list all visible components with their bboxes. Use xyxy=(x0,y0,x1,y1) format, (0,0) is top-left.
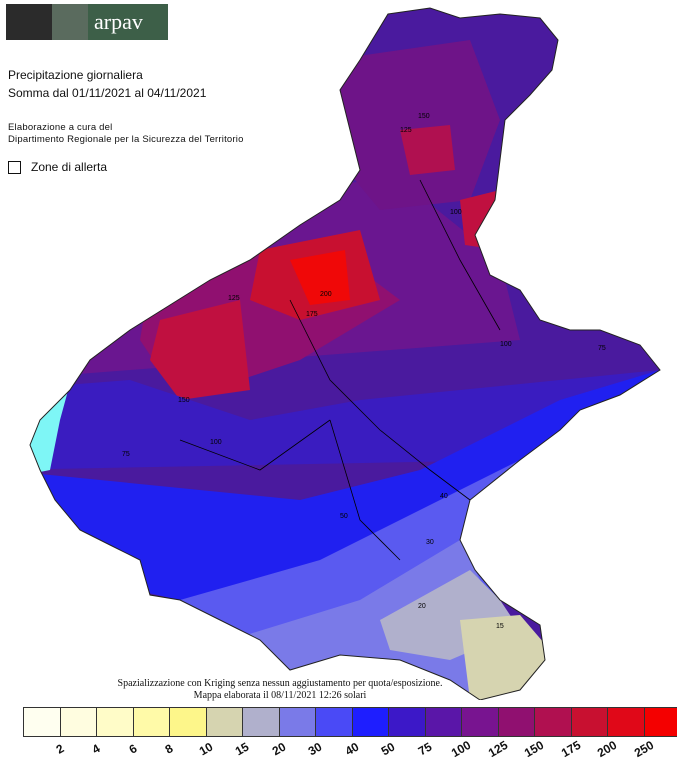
legend-tick-label: 40 xyxy=(342,739,361,759)
zone-label: Zone di allerta xyxy=(31,160,108,174)
credit-line-1: Elaborazione a cura del xyxy=(8,122,113,133)
legend-tick-label: 2 xyxy=(53,741,66,757)
legend-tick-label: 175 xyxy=(558,737,583,761)
title-line-2: Somma dal 01/11/2021 al 04/11/2021 xyxy=(8,86,207,100)
contour-label: 100 xyxy=(500,341,512,348)
legend-swatch xyxy=(462,708,499,736)
legend-tick-label: 15 xyxy=(232,739,252,759)
contour-label: 50 xyxy=(340,513,348,520)
precipitation-fill xyxy=(30,8,660,700)
legend-swatch xyxy=(608,708,645,736)
legend-tick-label: 75 xyxy=(415,739,434,759)
legend-tick-label: 100 xyxy=(448,737,474,761)
legend-tick-label: 10 xyxy=(196,739,215,759)
map-title: Precipitazione giornaliera Somma dal 01/… xyxy=(8,66,206,102)
legend-swatch xyxy=(535,708,572,736)
contour-label: 125 xyxy=(228,295,240,302)
contour-label: 75 xyxy=(122,451,130,458)
contour-label: 200 xyxy=(320,291,332,298)
legend-tick-label: 6 xyxy=(126,741,139,757)
contour-label: 100 xyxy=(210,439,222,446)
legend-tick-label: 30 xyxy=(305,739,325,759)
legend-swatch xyxy=(24,708,61,736)
legend-swatch xyxy=(498,708,535,736)
legend-swatch xyxy=(97,708,134,736)
zone-checkbox[interactable] xyxy=(8,160,21,174)
footnote-line-1: Spazializzazione con Kriging senza nessu… xyxy=(117,678,443,689)
legend-tick-labels: 2 4 6 8 10 15 20 30 40 50 75 100 125 150 175 200 250 xyxy=(23,738,656,762)
legend-tick-label: 8 xyxy=(162,741,176,757)
credit-line-2: Dipartimento Regionale per la Sicurezza … xyxy=(8,134,244,145)
logo-text: arpav xyxy=(88,4,168,40)
contour-label: 15 xyxy=(496,623,504,630)
legend-tick-label: 250 xyxy=(631,737,656,761)
lion-emblem-icon xyxy=(6,4,52,40)
legend-swatch xyxy=(389,708,426,736)
legend-swatch xyxy=(243,708,280,736)
legend-swatch xyxy=(352,708,389,736)
legend-swatch xyxy=(316,708,353,736)
legend-swatch xyxy=(279,708,316,736)
legend-swatch xyxy=(644,708,677,736)
credit: Elaborazione a cura del Dipartimento Reg… xyxy=(8,122,244,146)
legend-swatch xyxy=(571,708,608,736)
contour-label: 30 xyxy=(426,539,434,546)
legend-tick-label: 125 xyxy=(485,737,510,761)
legend-swatch xyxy=(60,708,97,736)
legend-swatch xyxy=(206,708,243,736)
footnote-line-2: Mappa elaborata il 08/11/2021 12:26 sola… xyxy=(193,690,367,701)
legend-tick-label: 200 xyxy=(594,737,620,761)
legend-swatch xyxy=(170,708,207,736)
footnote: Spazializzazione con Kriging senza nessu… xyxy=(0,678,560,702)
title-line-1: Precipitazione giornaliera xyxy=(8,68,143,82)
contour-label: 150 xyxy=(178,397,190,404)
legend-tick-label: 4 xyxy=(89,741,103,757)
province-boundaries xyxy=(179,179,501,561)
contour-label: 20 xyxy=(418,603,426,610)
contour-label: 40 xyxy=(440,493,448,500)
contour-label: 75 xyxy=(598,345,606,352)
contour-labels: 125 150 100 125 100 75 50 40 30 20 15 15… xyxy=(122,113,606,630)
zone-toggle[interactable]: Zone di allerta xyxy=(8,160,107,174)
precipitation-map: 125 150 100 125 100 75 50 40 30 20 15 15… xyxy=(29,7,661,700)
legend-tick-label: 50 xyxy=(378,739,398,759)
contour-label: 100 xyxy=(450,209,462,216)
legend-swatch xyxy=(425,708,462,736)
contour-label: 125 xyxy=(400,127,412,134)
legend-tick-label: 20 xyxy=(269,739,288,759)
arpav-mark-icon xyxy=(52,4,88,40)
contour-label: 175 xyxy=(306,311,318,318)
legend-swatch xyxy=(133,708,170,736)
color-legend xyxy=(23,707,677,737)
arpav-logo: arpav xyxy=(6,4,168,40)
region-boundary xyxy=(29,7,661,700)
contour-label: 150 xyxy=(418,113,430,120)
legend-tick-label: 150 xyxy=(521,737,547,761)
